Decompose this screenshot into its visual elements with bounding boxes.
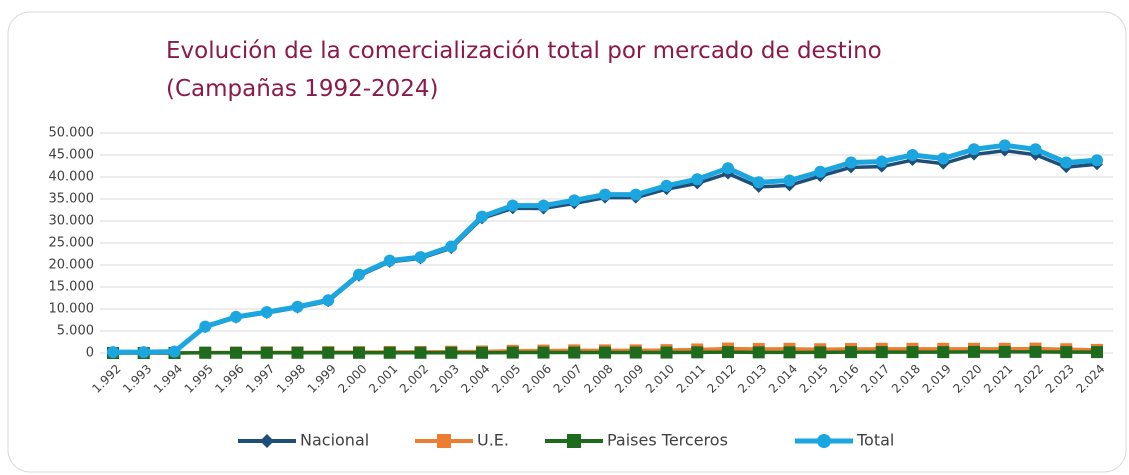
legend-marker — [817, 434, 831, 448]
data-point — [414, 251, 427, 264]
data-point — [260, 346, 273, 359]
data-point — [937, 346, 950, 359]
y-tick-label: 20.000 — [49, 258, 95, 273]
data-point — [629, 188, 642, 201]
data-point — [599, 188, 611, 201]
data-point — [199, 320, 212, 333]
legend-label: Total — [856, 431, 894, 450]
data-point — [691, 346, 704, 359]
data-point — [998, 139, 1011, 152]
data-point — [998, 345, 1011, 358]
data-point — [506, 346, 519, 359]
data-point — [353, 268, 365, 281]
data-point — [906, 149, 919, 161]
data-point — [322, 294, 335, 307]
data-point — [445, 240, 458, 253]
y-tick-label: 30.000 — [49, 214, 95, 229]
data-point — [691, 173, 704, 186]
data-point — [168, 345, 181, 358]
y-tick-label: 10.000 — [49, 302, 95, 317]
data-point — [414, 346, 427, 359]
chart-subtitle: (Campañas 1992-2024) — [166, 76, 439, 102]
y-tick-label: 25.000 — [49, 236, 95, 251]
data-point — [107, 346, 119, 359]
data-point — [230, 346, 242, 359]
data-point — [722, 162, 734, 175]
data-point — [260, 306, 273, 319]
data-point — [199, 346, 212, 359]
data-point — [722, 346, 734, 359]
data-point — [383, 346, 396, 359]
data-point — [629, 346, 642, 359]
data-point — [322, 346, 335, 359]
data-point — [537, 199, 550, 212]
data-point — [937, 152, 950, 165]
legend-label: Nacional — [300, 431, 369, 450]
data-point — [875, 155, 888, 168]
data-point — [383, 254, 396, 267]
legend-marker — [567, 434, 581, 448]
data-point — [1091, 154, 1103, 167]
data-point — [568, 194, 581, 207]
data-point — [1060, 346, 1073, 359]
data-point — [230, 310, 242, 323]
data-point — [968, 345, 980, 358]
data-point — [1060, 156, 1073, 169]
legend-label: U.E. — [477, 431, 509, 450]
y-tick-label: 50.000 — [49, 126, 95, 141]
data-point — [783, 174, 796, 187]
data-point — [599, 346, 611, 359]
data-point — [291, 346, 304, 359]
y-tick-label: 35.000 — [49, 192, 95, 207]
data-point — [291, 300, 304, 313]
data-point — [660, 346, 673, 359]
data-point — [845, 346, 857, 359]
data-point — [506, 199, 519, 212]
data-point — [968, 143, 980, 156]
y-tick-label: 0 — [86, 346, 94, 361]
data-point — [752, 346, 765, 359]
data-point — [875, 346, 888, 359]
y-tick-label: 40.000 — [49, 170, 95, 185]
data-point — [1029, 345, 1042, 358]
data-point — [137, 346, 150, 359]
data-point — [845, 156, 857, 169]
y-tick-label: 45.000 — [49, 148, 95, 163]
chart-title: Evolución de la comercialización total p… — [166, 38, 882, 64]
data-point — [906, 346, 919, 359]
y-tick-label: 5.000 — [57, 324, 94, 339]
data-point — [752, 176, 765, 189]
data-point — [783, 346, 796, 359]
legend-marker — [437, 434, 451, 448]
data-point — [660, 179, 673, 192]
data-point — [445, 346, 458, 359]
data-point — [1029, 143, 1042, 156]
data-point — [537, 346, 550, 359]
legend-label: Paises Terceros — [607, 431, 728, 450]
data-point — [1091, 346, 1103, 359]
data-point — [568, 346, 581, 359]
data-point — [814, 165, 827, 178]
y-tick-label: 15.000 — [49, 280, 95, 295]
data-point — [353, 346, 365, 359]
legend-marker — [260, 434, 274, 448]
data-point — [476, 210, 488, 223]
data-point — [814, 346, 827, 359]
data-point — [476, 346, 488, 359]
